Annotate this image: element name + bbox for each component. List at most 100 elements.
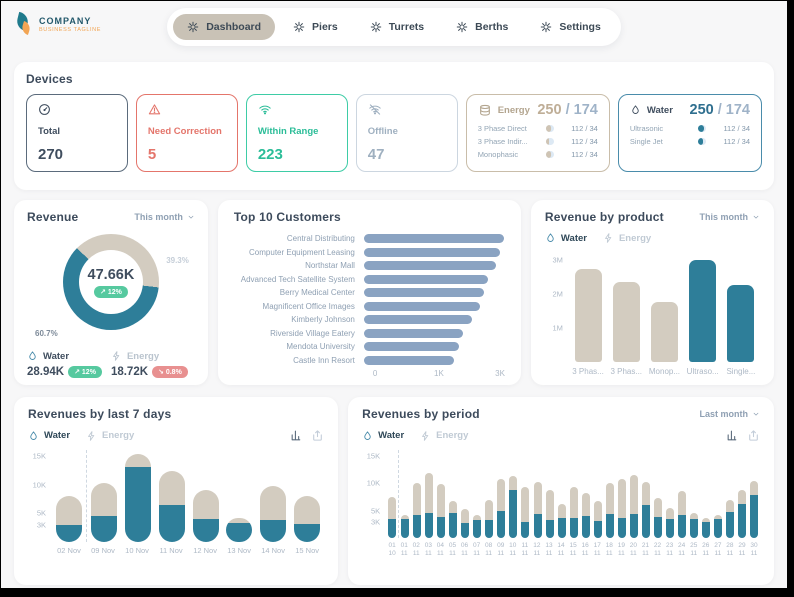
stacked-bar-column bbox=[222, 450, 256, 542]
meter-row-value: 112 / 34 bbox=[723, 137, 750, 146]
meter-row-label: 3 Phase Indir... bbox=[477, 137, 528, 146]
water-segment bbox=[425, 513, 434, 538]
water-segment bbox=[689, 519, 698, 538]
x-category-label: 21 11 bbox=[641, 542, 650, 557]
legend-label: Energy bbox=[436, 430, 469, 441]
energy-device-card[interactable]: Energy 250 / 174 3 Phase Direct 112 / 34 3… bbox=[465, 94, 610, 172]
bolt-icon bbox=[420, 430, 431, 442]
x-category-label: 15 11 bbox=[569, 542, 577, 557]
stacked-bar-column bbox=[386, 450, 398, 538]
x-category-label: 25 11 bbox=[690, 542, 698, 557]
energy-segment bbox=[617, 478, 626, 519]
customer-row: Advanced Tech Satellite System bbox=[234, 274, 505, 284]
x-category-label: 3 Phas... bbox=[610, 367, 643, 376]
device-card-value: 223 bbox=[257, 146, 283, 163]
x-category-label: 29 11 bbox=[738, 542, 746, 557]
energy-segment bbox=[641, 481, 650, 505]
share-icon[interactable] bbox=[311, 429, 324, 442]
water-card-label: Water bbox=[646, 104, 673, 116]
nav-item-piers[interactable]: Piers bbox=[279, 14, 352, 40]
charts-row-2: Revenues by last 7 days Water Energy 3K 5… bbox=[14, 397, 774, 585]
legend-energy[interactable]: Energy bbox=[603, 232, 651, 244]
y-tick-label: 10K bbox=[32, 480, 46, 489]
legend-water[interactable]: Water bbox=[28, 430, 70, 442]
water-segment bbox=[521, 521, 530, 538]
stacked-bar-column bbox=[447, 450, 459, 538]
period-period-select[interactable]: Last month bbox=[700, 409, 761, 419]
energy-segment bbox=[557, 503, 566, 519]
product-period-select[interactable]: This month bbox=[700, 212, 761, 222]
water-device-card[interactable]: Water 250 / 174 Ultrasonic 112 / 34 Single… bbox=[617, 94, 762, 172]
bar-chart-icon[interactable] bbox=[726, 429, 739, 442]
stacked-bar bbox=[581, 492, 590, 538]
wifi-icon bbox=[258, 103, 272, 116]
nav-item-dashboard[interactable]: Dashboard bbox=[173, 14, 276, 40]
stacked-bar-column bbox=[736, 450, 748, 538]
revenue-by-product-panel: Revenue by product This month Water Ener… bbox=[530, 200, 774, 385]
top-customers-chart: Central Distributing Computer Equipment L… bbox=[234, 234, 505, 365]
device-card-offline[interactable]: Offline 47 bbox=[355, 94, 458, 172]
revenue-period-select[interactable]: This month bbox=[134, 212, 195, 222]
energy-card-header: Energy 250 / 174 bbox=[478, 102, 598, 118]
legend-water[interactable]: Water bbox=[362, 430, 404, 442]
device-card-label: Within Range bbox=[257, 126, 319, 137]
stacked-bar bbox=[413, 483, 422, 538]
device-card-need-correction[interactable]: Need Correction 5 bbox=[135, 94, 238, 172]
energy-stat-value: 18.72K bbox=[110, 366, 149, 378]
revenues-last7-title: Revenues by last 7 days bbox=[28, 407, 172, 421]
company-logo[interactable]: COMPANY BUSINESS TAGLINE bbox=[15, 11, 101, 36]
water-segment bbox=[509, 489, 518, 538]
energy-segment bbox=[124, 454, 151, 468]
nav-item-berths[interactable]: Berths bbox=[442, 14, 522, 40]
bolt-icon bbox=[86, 430, 97, 442]
water-segment bbox=[750, 495, 759, 538]
water-segment bbox=[617, 518, 626, 538]
chevron-down-icon bbox=[752, 213, 760, 221]
meter-row-label: Ultrasonic bbox=[629, 124, 664, 133]
customer-row: Castle Inn Resort bbox=[234, 355, 505, 365]
device-card-within-range[interactable]: Within Range 223 bbox=[245, 94, 348, 172]
legend-energy[interactable]: Energy bbox=[420, 430, 468, 442]
customer-row: Computer Equipment Leasing bbox=[234, 247, 505, 257]
x-category-label: Ultraso... bbox=[686, 367, 719, 376]
nav-item-settings[interactable]: Settings bbox=[526, 14, 614, 40]
water-segment bbox=[738, 503, 747, 538]
water-segment bbox=[90, 516, 117, 542]
meter-row-value: 112 / 34 bbox=[571, 150, 598, 159]
device-card-total[interactable]: Total 270 bbox=[26, 94, 128, 172]
energy-card-total: 250 / 174 bbox=[537, 102, 598, 118]
legend-water[interactable]: Water bbox=[545, 232, 587, 244]
revenue-breakdown: Water 28.94K ↗ 12% Energy 18.72K ↘ 0.8% bbox=[27, 350, 195, 378]
energy-segment bbox=[581, 492, 590, 516]
legend-energy[interactable]: Energy bbox=[86, 430, 134, 442]
customer-bar-track bbox=[363, 261, 505, 270]
nav-item-label: Piers bbox=[312, 21, 338, 33]
x-category-label: 04 11 bbox=[436, 542, 445, 557]
product-bar bbox=[574, 268, 602, 362]
x-category-label: 22 11 bbox=[653, 542, 662, 557]
y-tick-label: 1M bbox=[552, 323, 563, 333]
water-total: 174 bbox=[725, 102, 750, 118]
devices-cards-row: Total 270 Need Correction 5 Within Range… bbox=[26, 94, 762, 172]
stacked-bar bbox=[497, 478, 506, 538]
customer-label: Magnificent Office Images bbox=[262, 301, 355, 311]
revenues-by-period-title: Revenues by period bbox=[362, 407, 480, 421]
bar-chart-icon[interactable] bbox=[290, 429, 303, 442]
share-icon[interactable] bbox=[747, 429, 760, 442]
stacked-bar bbox=[677, 491, 686, 538]
product-bar bbox=[612, 282, 640, 362]
nav-item-turrets[interactable]: Turrets bbox=[356, 14, 438, 40]
x-category-label: 18 11 bbox=[605, 542, 613, 557]
top-customers-title: Top 10 Customers bbox=[233, 210, 341, 224]
y-tick-label: 3K bbox=[36, 520, 46, 530]
energy-segment bbox=[413, 483, 422, 515]
revenue-donut-chart: 47.66K ↗ 12% 39.3% 60.7% bbox=[27, 226, 195, 342]
customer-row: Northstar Mall bbox=[234, 261, 505, 270]
x-category-label: 09 11 bbox=[497, 542, 505, 557]
x-tick-label: 3K bbox=[495, 368, 505, 378]
customer-bar bbox=[363, 342, 459, 351]
water-segment bbox=[726, 511, 735, 538]
stacked-bar bbox=[653, 498, 662, 538]
x-category-label: 15 Nov bbox=[295, 546, 319, 555]
